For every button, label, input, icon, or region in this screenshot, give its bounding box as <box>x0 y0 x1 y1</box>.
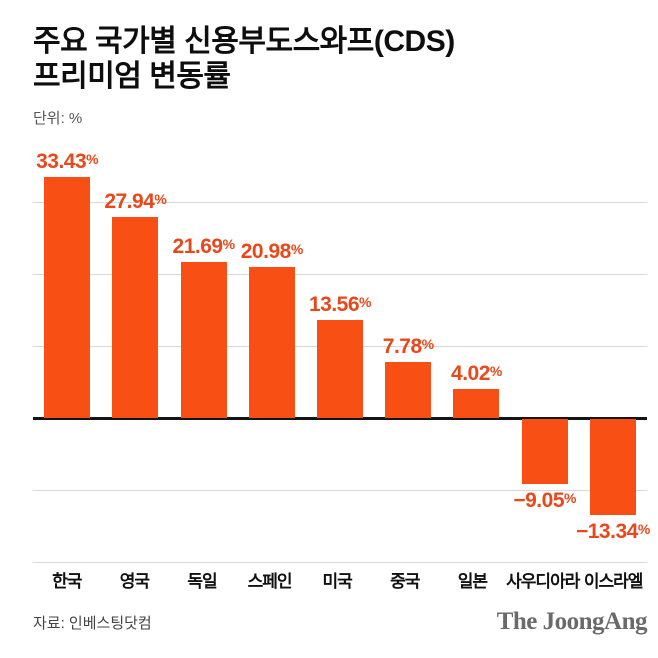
source-credit: 자료: 인베스팅닷컴 <box>33 615 152 632</box>
bar-중국 <box>385 361 432 418</box>
bar-일본 <box>453 389 500 418</box>
category-label-영국: 영국 <box>119 571 150 591</box>
joongang-logo: The JoongAng <box>496 608 648 635</box>
category-label-중국: 중국 <box>390 571 420 591</box>
category-label-미국: 미국 <box>322 571 353 591</box>
gridline--20pct <box>33 562 647 563</box>
category-label-일본: 일본 <box>457 571 488 591</box>
gridline-20pct <box>33 274 647 275</box>
category-label-독일: 독일 <box>187 571 217 591</box>
category-label-스페인: 스페인 <box>247 571 293 591</box>
bar-chart-plot-area: 33.43% 27.94% 21.69% 20.98% 13.56% 7.78% 4.02%… <box>33 140 650 563</box>
chart-header: 주요 국가별 신용부도스와프(CDS) 프리미엄 변동률 단위: % <box>33 24 625 128</box>
category-label-이스라엘: 이스라엘 <box>583 571 644 591</box>
value-label-독일: 21.69% <box>172 234 236 258</box>
zero-baseline <box>33 417 647 420</box>
gridline--10pct <box>33 490 647 491</box>
x-axis-category-labels: 한국 영국 독일 스페인 미국 중국 일본 사우디아라 이스라엘 <box>33 568 647 591</box>
value-label-사우디아라: −9.05% <box>513 489 576 513</box>
value-label-이스라엘: −13.34% <box>575 520 650 544</box>
title-line-1: 주요 국가별 신용부도스와프(CDS) <box>33 25 455 58</box>
unit-label: 단위: % <box>33 110 83 127</box>
value-label-영국: 27.94% <box>104 189 167 213</box>
category-label-한국: 한국 <box>52 571 82 591</box>
value-label-미국: 13.56% <box>308 293 372 317</box>
bar-한국 <box>44 177 91 418</box>
title-line-2: 프리미엄 변동률 <box>33 60 231 93</box>
bar-사우디아라 <box>521 419 568 485</box>
value-label-중국: 7.78% <box>382 334 434 358</box>
bar-영국 <box>112 216 159 418</box>
bar-스페인 <box>248 266 295 418</box>
page-title: 주요 국가별 신용부도스와프(CDS) 프리미엄 변동률 <box>33 24 625 94</box>
value-label-스페인: 20.98% <box>240 239 304 263</box>
bar-미국 <box>317 320 363 418</box>
bar-이스라엘 <box>589 419 636 516</box>
value-label-일본: 4.02% <box>451 362 502 386</box>
gridline-30pct <box>33 202 647 203</box>
bar-독일 <box>180 261 227 418</box>
category-label-사우디아라: 사우디아라 <box>506 571 580 591</box>
chart-footer: 자료: 인베스팅닷컴 The JoongAng <box>33 608 648 636</box>
value-label-한국: 33.43% <box>36 150 99 174</box>
